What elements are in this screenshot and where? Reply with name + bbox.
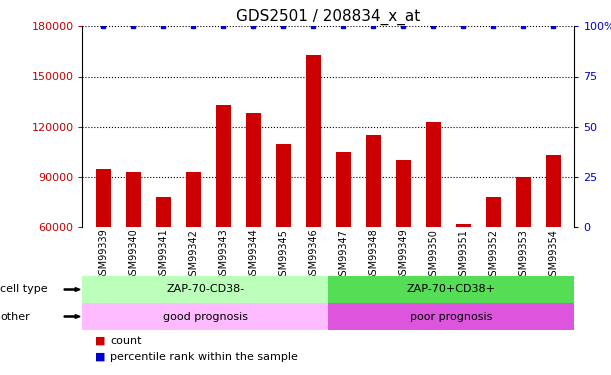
Text: poor prognosis: poor prognosis [410, 312, 492, 321]
Bar [546, 155, 561, 227]
Text: ZAP-70+CD38+: ZAP-70+CD38+ [407, 285, 496, 294]
Bar [486, 197, 501, 227]
Bar [156, 197, 171, 227]
Bar [336, 152, 351, 227]
Text: other: other [0, 312, 30, 321]
Text: good prognosis: good prognosis [163, 312, 248, 321]
Text: ■: ■ [95, 336, 105, 345]
Text: cell type: cell type [0, 285, 48, 294]
Bar [246, 113, 261, 227]
Bar [396, 160, 411, 227]
Bar [426, 122, 441, 227]
Bar [306, 55, 321, 227]
Bar [126, 172, 141, 227]
Bar [216, 105, 231, 227]
Text: percentile rank within the sample: percentile rank within the sample [110, 352, 298, 362]
Bar [96, 169, 111, 227]
Bar [276, 144, 291, 227]
Bar [516, 177, 531, 227]
Title: GDS2501 / 208834_x_at: GDS2501 / 208834_x_at [236, 9, 420, 25]
Text: count: count [110, 336, 142, 345]
Bar [186, 172, 201, 227]
Text: ■: ■ [95, 352, 105, 362]
Bar [456, 224, 471, 227]
Text: ZAP-70-CD38-: ZAP-70-CD38- [166, 285, 244, 294]
Bar [366, 135, 381, 227]
